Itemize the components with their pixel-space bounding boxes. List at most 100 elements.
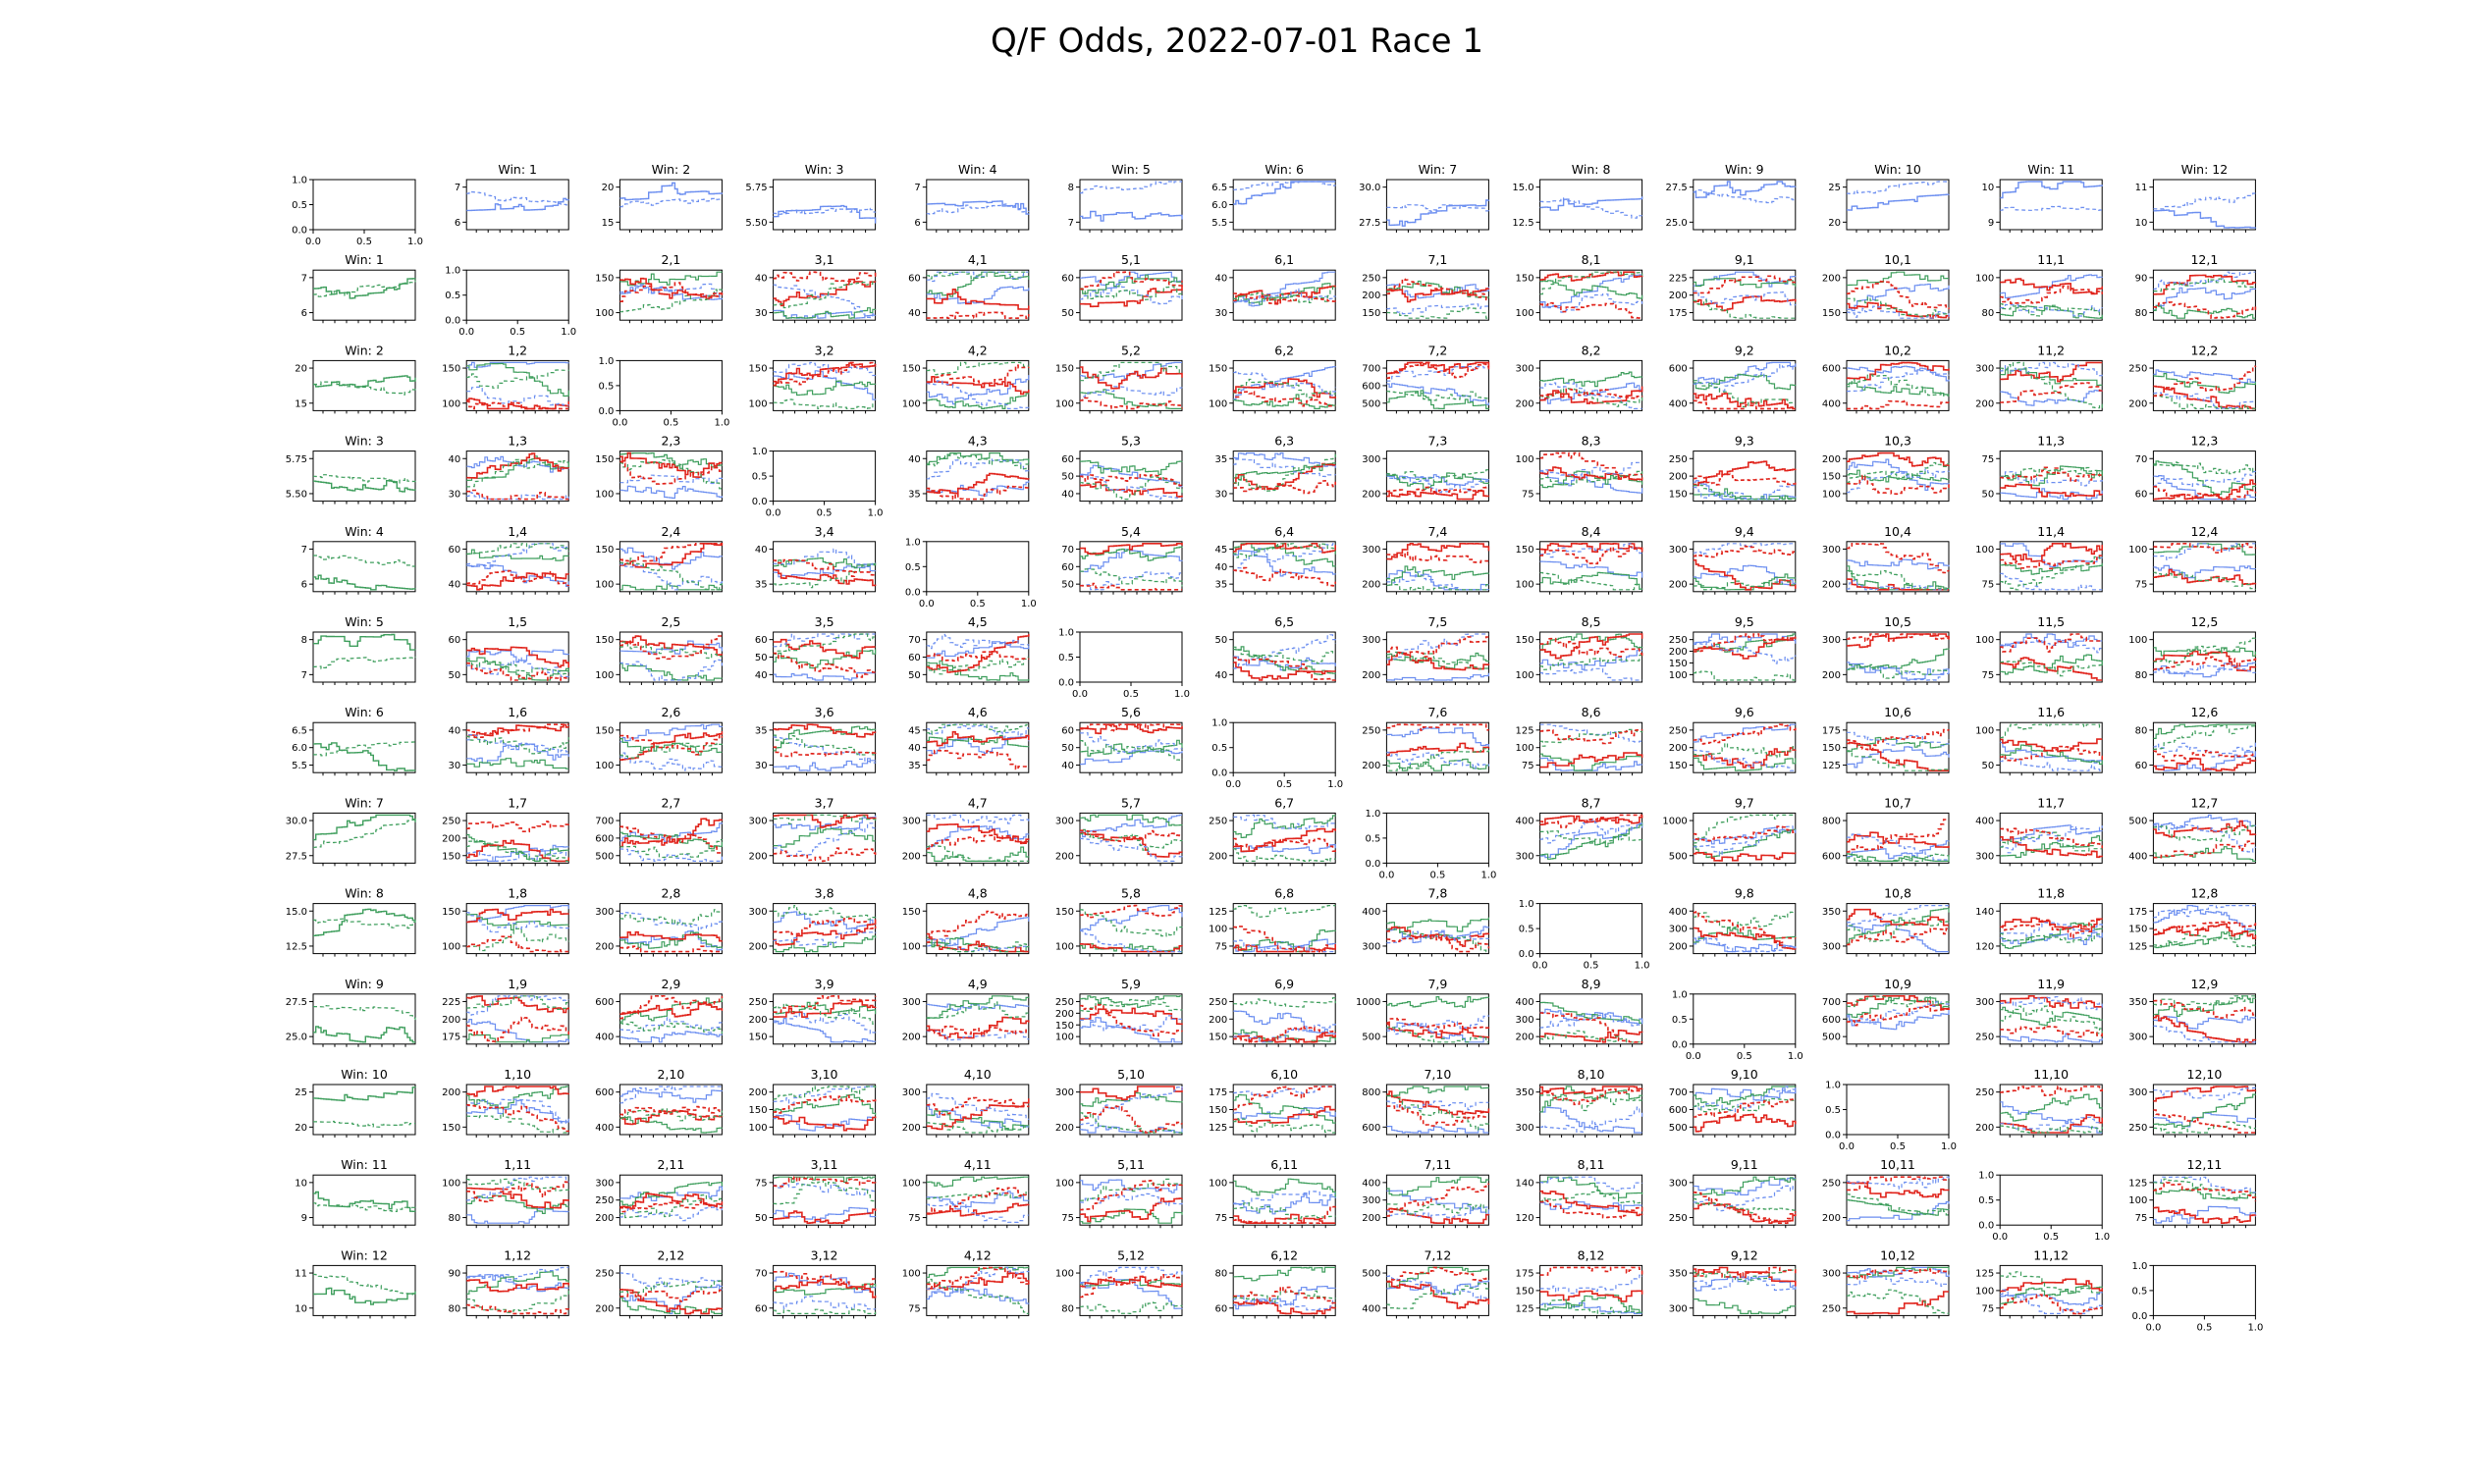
- y-tick-label: 45: [1214, 545, 1227, 556]
- series-line: [466, 1019, 569, 1043]
- series-line: [1386, 469, 1489, 483]
- panel-axes: [2152, 1174, 2256, 1226]
- series-line: [926, 917, 1030, 947]
- y-tick-label: 150: [749, 364, 768, 375]
- series-line: [2000, 556, 2103, 591]
- series-line: [1233, 1021, 1336, 1043]
- series-line: [1693, 1098, 1797, 1118]
- series-line: [619, 1289, 724, 1315]
- y-tick-label: 60: [1061, 725, 1074, 736]
- y-tick-label: 0.0: [1058, 678, 1074, 689]
- series-line: [773, 1279, 877, 1298]
- series-line: [1386, 390, 1489, 409]
- y-tick-label: 27.5: [1359, 218, 1380, 229]
- panel-title: 11,9: [2037, 977, 2065, 991]
- y-tick-label: 150: [1209, 1105, 1227, 1116]
- y-tick-label: 35: [755, 725, 768, 736]
- series-line: [2153, 365, 2257, 398]
- panel-title: 7,4: [1427, 524, 1447, 539]
- y-tick-label: 140: [1975, 907, 1994, 918]
- y-tick-label: 60: [1061, 562, 1074, 573]
- series-line: [1847, 908, 1949, 927]
- series-line: [1080, 837, 1183, 862]
- y-tick-label: 20: [602, 183, 615, 193]
- series-line: [1539, 571, 1643, 591]
- series-line: [773, 928, 877, 946]
- series-line: [619, 182, 724, 201]
- panel-axes: [773, 541, 877, 593]
- series-line: [466, 1033, 569, 1043]
- series-line: [2000, 835, 2103, 859]
- panel-title: 12,7: [2190, 795, 2218, 810]
- y-tick-label: 0.0: [445, 316, 460, 327]
- series-line: [619, 543, 723, 568]
- series-line: [1539, 1200, 1642, 1211]
- y-tick-label: 250: [442, 817, 460, 827]
- y-tick-label: 125: [1516, 1303, 1534, 1314]
- y-tick-label: 200: [749, 851, 768, 862]
- series-line: [2153, 395, 2256, 409]
- series-line: [1539, 728, 1643, 745]
- series-line: [466, 1086, 569, 1097]
- y-tick-label: 200: [1822, 454, 1841, 465]
- series-line: [466, 662, 569, 681]
- series-line: [773, 736, 877, 764]
- panel-title: Win: 3: [805, 162, 844, 177]
- panel-title: 9,4: [1735, 524, 1754, 539]
- panel-title: 6,9: [1274, 977, 1294, 991]
- panel-title: 7,1: [1427, 252, 1447, 267]
- series-line: [619, 282, 724, 302]
- series-line: [466, 657, 569, 681]
- panel-title: 2,5: [661, 614, 680, 629]
- y-tick-label: 350: [1822, 907, 1841, 918]
- y-tick-label: 400: [1669, 398, 1688, 409]
- series-line: [619, 474, 723, 485]
- series-line: [1080, 909, 1183, 937]
- series-line: [926, 937, 1030, 953]
- panel-axes: [1079, 179, 1183, 231]
- panel-title: Win: 1: [498, 162, 537, 177]
- y-tick-label: 8: [301, 635, 307, 646]
- y-tick-label: 200: [1516, 398, 1534, 409]
- series-line: [926, 910, 1030, 943]
- y-tick-label: 50: [908, 670, 921, 681]
- series-line: [1539, 293, 1643, 313]
- panel-title: 7,8: [1427, 886, 1447, 901]
- y-tick-label: 70: [908, 635, 921, 646]
- y-tick-label: 300: [1516, 1123, 1534, 1134]
- panel-title: 3,8: [815, 886, 834, 901]
- series-line: [619, 1192, 724, 1210]
- y-tick-label: 70: [1061, 545, 1074, 556]
- x-tick-label: 0.0: [1839, 1141, 1855, 1152]
- series-line: [926, 1096, 1030, 1116]
- series-line: [1847, 1276, 1950, 1287]
- series-line: [1693, 928, 1797, 943]
- series-line: [1539, 819, 1643, 844]
- series-line: [466, 1279, 569, 1293]
- series-line: [1386, 1266, 1489, 1288]
- series-line: [1080, 386, 1183, 401]
- series-line: [2153, 470, 2256, 487]
- series-line: [619, 1021, 723, 1034]
- series-line: [313, 278, 416, 299]
- series-line: [1539, 1266, 1643, 1276]
- series-line: [2153, 1176, 2256, 1194]
- y-tick-label: 150: [1516, 1286, 1534, 1297]
- series-line: [619, 459, 723, 490]
- panel-axes: [1999, 269, 2103, 321]
- series-line: [2000, 745, 2103, 762]
- y-tick-label: 80: [1061, 1303, 1074, 1314]
- x-tick-label: 0.5: [817, 508, 833, 519]
- series-line: [1847, 633, 1950, 642]
- series-line: [1233, 371, 1336, 397]
- y-tick-label: 300: [749, 907, 768, 918]
- series-line: [773, 271, 877, 284]
- series-line: [1233, 453, 1336, 493]
- series-line: [2000, 1033, 2103, 1043]
- y-tick-label: 0.5: [1978, 1195, 1994, 1206]
- series-line: [1233, 378, 1336, 398]
- series-line: [1539, 830, 1643, 844]
- series-line: [1847, 369, 1950, 393]
- series-line: [2000, 466, 2103, 482]
- y-tick-label: 350: [1516, 1087, 1534, 1098]
